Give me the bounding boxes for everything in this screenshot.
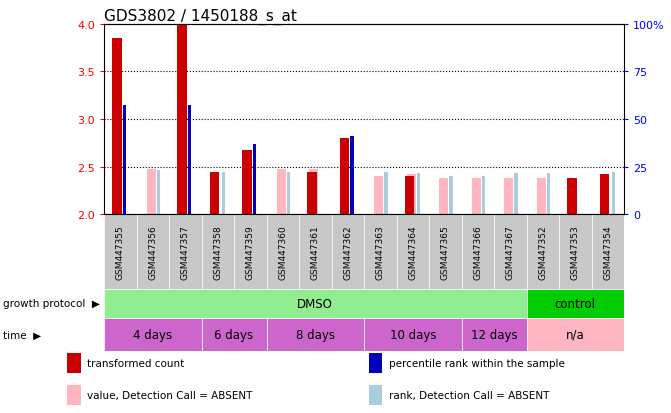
Bar (612, 173, 615, 215)
Bar (462, 215, 494, 289)
Text: GSM447356: GSM447356 (148, 225, 157, 279)
Text: 6 days: 6 days (215, 328, 254, 341)
Bar (527, 215, 559, 289)
Text: GSM447357: GSM447357 (180, 225, 190, 279)
Bar (364, 318, 462, 351)
Bar (374, 177, 383, 215)
Text: GSM447358: GSM447358 (213, 225, 222, 279)
Bar (123, 106, 126, 215)
Bar (266, 215, 299, 289)
Bar (450, 177, 453, 215)
Bar (104, 215, 136, 289)
Text: GSM447362: GSM447362 (344, 225, 352, 279)
Text: GSM447360: GSM447360 (278, 225, 287, 279)
Text: GSM447365: GSM447365 (441, 225, 450, 279)
Bar (384, 173, 388, 215)
Text: GSM447352: GSM447352 (538, 225, 548, 279)
Bar (201, 318, 266, 351)
Bar (407, 175, 416, 215)
Bar (187, 106, 191, 215)
Text: GSM447363: GSM447363 (376, 225, 384, 279)
Bar (547, 174, 550, 215)
Bar (104, 318, 201, 351)
Text: DMSO: DMSO (297, 297, 333, 310)
Bar (364, 215, 397, 289)
Text: GSM447353: GSM447353 (571, 225, 580, 279)
Bar (369, 385, 382, 405)
Bar (146, 169, 156, 215)
Text: percentile rank within the sample: percentile rank within the sample (389, 358, 565, 368)
Text: 10 days: 10 days (390, 328, 436, 341)
Bar (276, 169, 286, 215)
Bar (439, 179, 448, 215)
Bar (222, 173, 225, 215)
Text: GSM447367: GSM447367 (506, 225, 515, 279)
Bar (600, 175, 609, 215)
Bar (201, 215, 234, 289)
Bar (494, 215, 527, 289)
Bar (568, 179, 576, 215)
Bar (331, 215, 364, 289)
Text: GSM447359: GSM447359 (246, 225, 255, 279)
Bar (113, 39, 121, 215)
Bar (527, 318, 624, 351)
Bar (405, 177, 414, 215)
Bar (527, 289, 624, 318)
Text: 4 days: 4 days (134, 328, 172, 341)
Text: GSM447355: GSM447355 (116, 225, 125, 279)
Bar (397, 215, 429, 289)
Bar (169, 215, 201, 289)
Bar (136, 215, 169, 289)
Text: GSM447364: GSM447364 (408, 225, 417, 279)
Bar (157, 170, 160, 215)
Text: growth protocol  ▶: growth protocol ▶ (3, 299, 100, 309)
Bar (537, 179, 546, 215)
Text: time  ▶: time ▶ (3, 330, 42, 339)
Bar (266, 318, 364, 351)
Bar (252, 145, 256, 215)
Bar (350, 137, 354, 215)
Bar (67, 385, 81, 405)
Text: rank, Detection Call = ABSENT: rank, Detection Call = ABSENT (389, 390, 550, 400)
Bar (369, 353, 382, 373)
Bar (559, 215, 592, 289)
Text: GSM447354: GSM447354 (603, 225, 612, 279)
Bar (242, 150, 252, 215)
Text: transformed count: transformed count (87, 358, 185, 368)
Bar (340, 139, 349, 215)
Bar (177, 25, 187, 215)
Bar (210, 173, 219, 215)
Bar (307, 173, 317, 215)
Bar (515, 174, 518, 215)
Bar (592, 215, 624, 289)
Text: n/a: n/a (566, 328, 584, 341)
Bar (234, 215, 266, 289)
Bar (482, 177, 485, 215)
Text: GDS3802 / 1450188_s_at: GDS3802 / 1450188_s_at (104, 9, 297, 25)
Bar (104, 289, 527, 318)
Text: 12 days: 12 days (471, 328, 517, 341)
Bar (462, 318, 527, 351)
Bar (417, 174, 420, 215)
Bar (504, 179, 513, 215)
Bar (287, 173, 291, 215)
Text: 8 days: 8 days (296, 328, 335, 341)
Bar (299, 215, 331, 289)
Bar (67, 353, 81, 373)
Bar (472, 179, 480, 215)
Text: control: control (555, 297, 596, 310)
Text: GSM447366: GSM447366 (473, 225, 482, 279)
Bar (309, 169, 318, 215)
Bar (429, 215, 462, 289)
Text: value, Detection Call = ABSENT: value, Detection Call = ABSENT (87, 390, 252, 400)
Text: GSM447361: GSM447361 (311, 225, 320, 279)
